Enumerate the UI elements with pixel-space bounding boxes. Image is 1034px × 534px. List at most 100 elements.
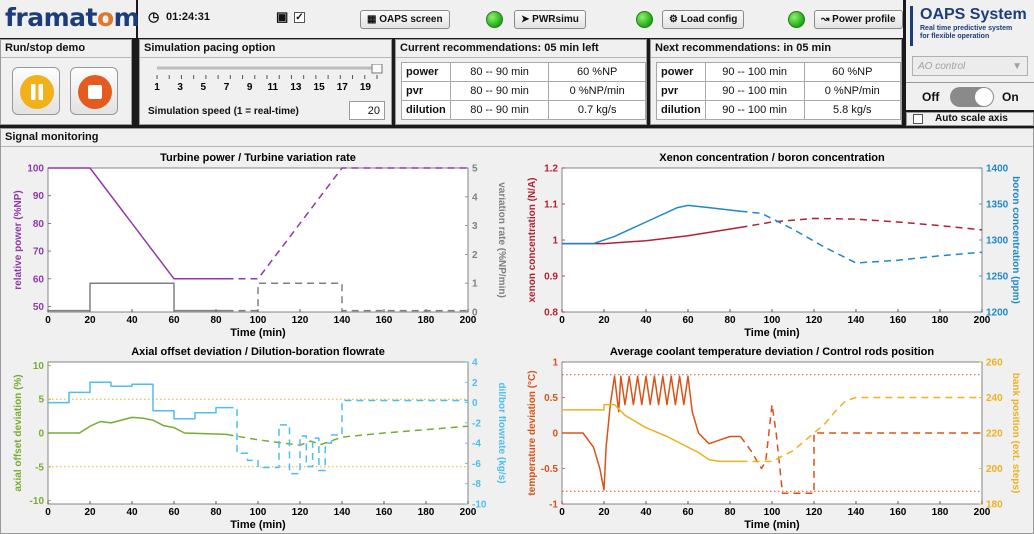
oaps-panel: OAPS System Real time predictive system … xyxy=(906,0,1034,110)
y-tick-label: 10 xyxy=(33,361,45,372)
y2-tick-label: 200 xyxy=(986,464,1003,475)
control-mode-select[interactable]: AO control ▼ xyxy=(912,56,1028,76)
x-tick-label: 40 xyxy=(126,315,138,326)
x-tick-label: 40 xyxy=(640,315,652,326)
y2-tick-label: -6 xyxy=(472,459,481,470)
current-recommendations-table: power 80 -- 90 min 60 %NP pvr 80 -- 90 min 0… xyxy=(401,62,646,120)
x-tick-label: 140 xyxy=(848,507,865,518)
x-tick-label: 160 xyxy=(890,507,907,518)
y2-axis-label: boron concentration (ppm) xyxy=(1010,176,1020,304)
slider-tick-label: 13 xyxy=(290,82,302,93)
chevron-down-icon: ▼ xyxy=(1012,61,1022,72)
stop-button[interactable] xyxy=(70,67,118,115)
autoscale-checkbox[interactable] xyxy=(913,114,923,124)
x-tick-label: 160 xyxy=(376,507,393,518)
y2-tick-label: 3 xyxy=(472,221,478,232)
next-recommendations-panel: Next recommendations: in 05 min power 90 … xyxy=(650,39,902,125)
y2-axis-label: variation rate (%NP/min) xyxy=(496,182,506,298)
simulation-clock: 01:24:31 xyxy=(166,11,211,23)
slider-track[interactable]: 1 3 5 7 9 11 13 15 17 19 xyxy=(151,63,383,94)
y-tick-label: -0.5 xyxy=(541,464,559,475)
oaps-title: OAPS System xyxy=(920,6,1027,23)
speed-input[interactable]: 20 xyxy=(349,101,385,120)
series-line-0 xyxy=(562,375,741,491)
slider-tick-label: 1 xyxy=(154,82,160,93)
y2-tick-label: 1400 xyxy=(986,164,1009,175)
off-label: Off xyxy=(922,90,940,104)
clock-icon: ◷ xyxy=(148,9,160,24)
load-config-button[interactable]: ⚙ Load config xyxy=(662,10,745,29)
y-tick-label: -10 xyxy=(30,496,45,507)
power-profile-button[interactable]: ↝ Power profile xyxy=(814,10,903,29)
series-line-0 xyxy=(48,416,227,436)
stop-icon xyxy=(78,75,112,109)
slider-tick-label: 9 xyxy=(247,82,253,93)
cursor-icon: ➤ xyxy=(521,14,533,25)
y-tick-label: 0.9 xyxy=(544,272,558,283)
series-line-4 xyxy=(562,403,741,463)
oaps-screen-button[interactable]: ▦ OAPS screen xyxy=(360,10,450,29)
rec-value: 0 %NP/min xyxy=(548,81,646,101)
table-row: dilution 90 -- 100 min 5.8 kg/s xyxy=(656,100,902,120)
slider-tick-label: 15 xyxy=(314,82,326,93)
table-row: power 90 -- 100 min 60 %NP xyxy=(656,62,902,82)
x-tick-label: 200 xyxy=(460,315,477,326)
simulation-pacing-panel: Simulation pacing option 1 3 5 7 9 11 13 15 17 19… xyxy=(139,39,392,125)
speed-slider[interactable]: 1 3 5 7 9 11 13 15 17 19 xyxy=(151,63,383,94)
y-tick-label: 1 xyxy=(552,358,558,369)
switch-knob xyxy=(975,88,993,106)
x-axis-label: Time (min) xyxy=(744,327,800,339)
x-tick-label: 100 xyxy=(250,315,267,326)
x-tick-label: 20 xyxy=(598,507,610,518)
x-tick-label: 160 xyxy=(890,315,907,326)
y2-tick-label: 2 xyxy=(472,250,478,261)
series-line-1 xyxy=(226,425,469,446)
rec-window: 80 -- 90 min xyxy=(449,100,550,120)
x-axis-label: Time (min) xyxy=(744,519,800,531)
camera-checkbox[interactable]: ✓ xyxy=(294,11,305,23)
y2-tick-label: 0 xyxy=(472,398,478,409)
chart-icon: ↝ xyxy=(821,14,833,25)
rec-key: pvr xyxy=(401,81,451,101)
x-tick-label: 0 xyxy=(559,507,565,518)
rec-value: 60 %NP xyxy=(803,62,902,82)
current-recommendations-title: Current recommendations: 05 min left xyxy=(396,40,646,58)
rec-value: 0.7 kg/s xyxy=(548,100,646,120)
autoscale-row: Auto scale axis xyxy=(906,112,1034,126)
x-tick-label: 180 xyxy=(418,507,435,518)
axial-offset-chart: Axial offset deviation / Dilution-borati… xyxy=(13,346,506,531)
y2-tick-label: 4 xyxy=(472,358,478,369)
coolant-temperature-chart: Average coolant temperature deviation / … xyxy=(527,346,1020,531)
rec-window: 90 -- 100 min xyxy=(704,81,805,101)
slider-tick-label: 11 xyxy=(268,82,279,93)
y2-tick-label: -10 xyxy=(472,500,487,511)
y2-tick-label: 2 xyxy=(472,378,478,389)
series-line-2 xyxy=(48,282,227,312)
y-tick-label: 0.5 xyxy=(544,393,558,404)
y-tick-label: 50 xyxy=(33,302,45,313)
xenon-boron-chart: Xenon concentration / boron concentratio… xyxy=(527,152,1020,339)
y-tick-label: 1 xyxy=(552,236,558,247)
x-tick-label: 160 xyxy=(376,315,393,326)
pacing-title: Simulation pacing option xyxy=(140,40,391,58)
camera-icon[interactable]: ▣ xyxy=(276,9,289,24)
y-tick-label: 100 xyxy=(27,164,44,175)
pause-button[interactable] xyxy=(12,67,60,115)
rec-key: dilution xyxy=(656,100,706,120)
x-tick-label: 80 xyxy=(210,507,222,518)
series-line-1 xyxy=(739,403,982,495)
table-row: pvr 90 -- 100 min 0 %NP/min xyxy=(656,81,902,101)
oaps-subtitle-2: for flexible operation xyxy=(920,33,990,40)
gear-icon: ⚙ xyxy=(669,14,681,25)
signal-monitoring-title: Signal monitoring xyxy=(1,129,1033,147)
pwrsimu-button[interactable]: ➤ PWRsimu xyxy=(514,10,586,29)
chart-title: Average coolant temperature deviation / … xyxy=(610,346,934,358)
y2-tick-label: 4 xyxy=(472,192,478,203)
speed-label: Simulation speed (1 = real-time) xyxy=(148,106,299,117)
x-tick-label: 40 xyxy=(640,507,652,518)
x-tick-label: 80 xyxy=(210,315,222,326)
y-tick-label: 60 xyxy=(33,274,45,285)
on-off-switch[interactable] xyxy=(950,87,994,107)
slider-tick-label: 3 xyxy=(177,82,183,93)
